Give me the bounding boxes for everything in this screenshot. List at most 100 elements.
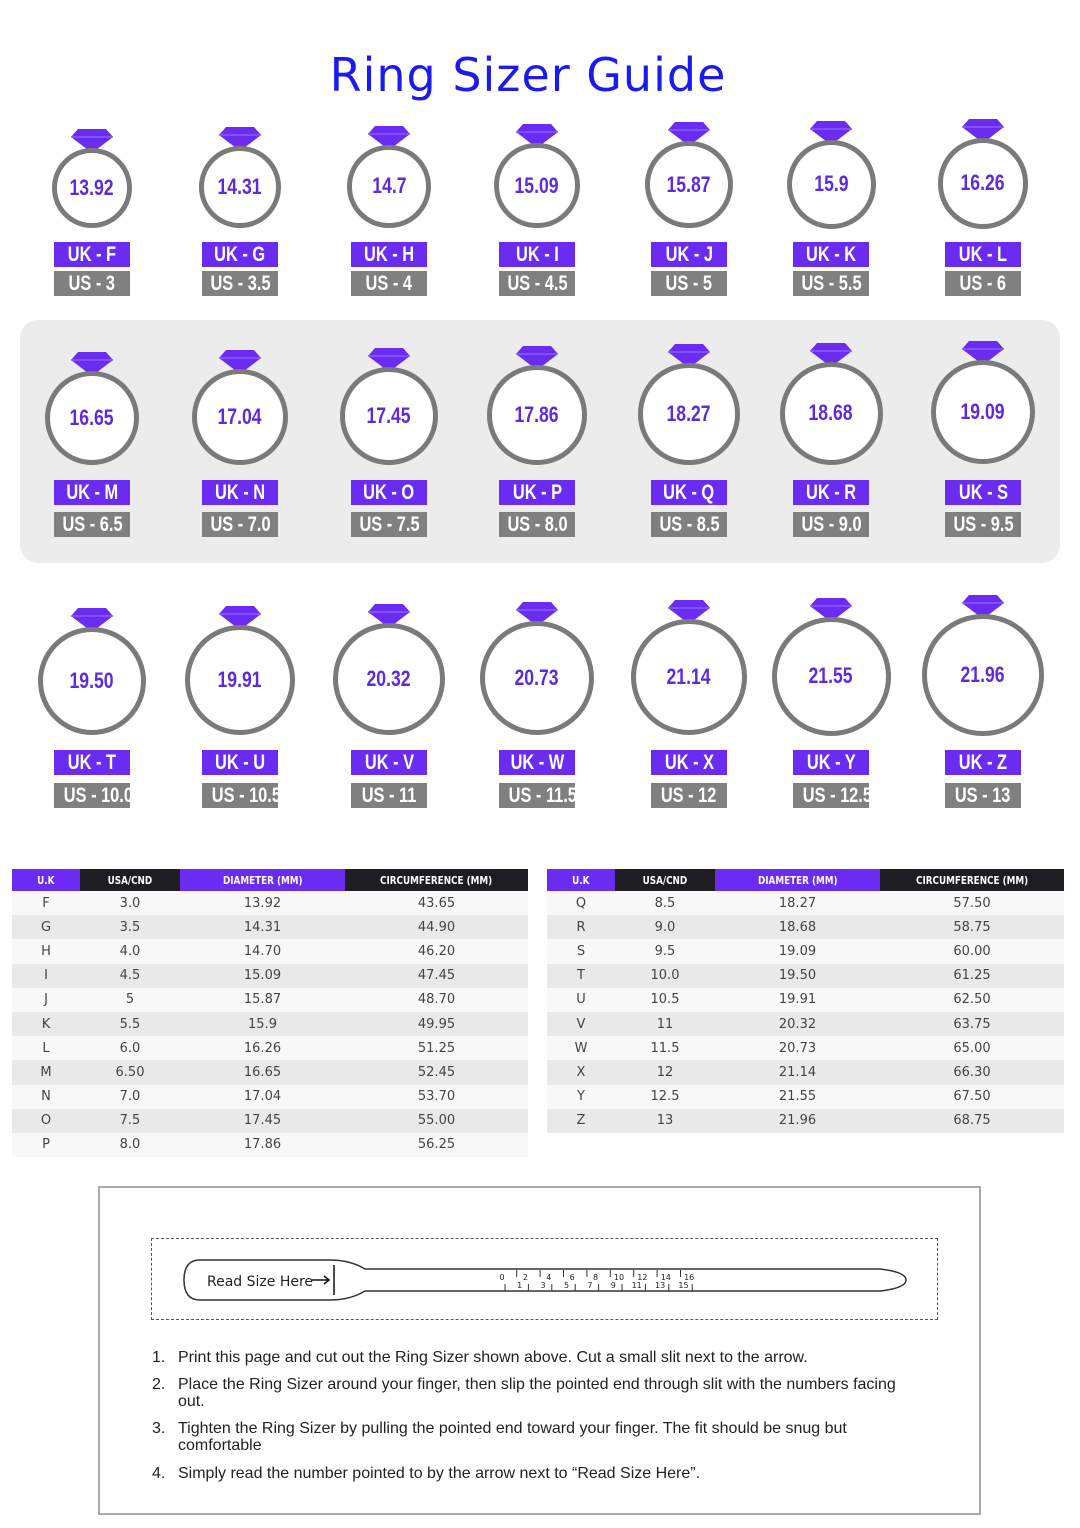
table-cell: 5 <box>80 987 180 1012</box>
read-size-label: Read Size Here <box>207 1274 313 1290</box>
ring-diameter-circle: 15.09 <box>494 142 580 229</box>
table-cell: 44.90 <box>345 915 528 940</box>
us-size-label: US - 12 <box>651 783 727 808</box>
table-cell: 66.30 <box>880 1060 1064 1085</box>
table-cell: O <box>12 1108 80 1133</box>
ring-diameter-circle: 18.27 <box>638 363 740 465</box>
ring-diameter-circle: 21.14 <box>630 618 748 736</box>
ring-diameter-value: 14.31 <box>217 174 263 200</box>
ring-diameter-value: 21.14 <box>666 663 712 689</box>
uk-size-label: UK - N <box>202 480 278 505</box>
table-row: V 11 20.32 63.75 <box>547 1011 1064 1037</box>
uk-size-label: UK - Z <box>945 750 1021 775</box>
table-cell: 47.45 <box>345 963 528 988</box>
diamond-icon <box>668 344 710 369</box>
table-cell: 15.87 <box>180 987 345 1012</box>
ruler-tick-label: 14 <box>661 1273 671 1282</box>
table-cell: 6.50 <box>80 1060 180 1085</box>
diamond-icon <box>668 599 710 624</box>
table-row: S 9.5 19.09 60.00 <box>547 939 1064 964</box>
table-cell: 11.5 <box>615 1036 715 1061</box>
us-size-label: US - 12.5 <box>793 783 872 808</box>
uk-size-label: UK - P <box>499 480 575 505</box>
table-cell: 11 <box>615 1011 715 1037</box>
ruler-tick-label: 10 <box>614 1273 624 1282</box>
table-cell: 17.04 <box>180 1084 345 1109</box>
us-size-label: US - 8.5 <box>651 512 727 537</box>
diamond-icon <box>962 340 1004 365</box>
sizer-outline <box>183 1259 907 1301</box>
step-text: Place the Ring Sizer around your finger,… <box>178 1376 896 1410</box>
table-cell: 7.5 <box>80 1108 180 1133</box>
ruler-tick-label: 2 <box>523 1273 528 1282</box>
table-row: H 4.0 14.70 46.20 <box>12 939 528 964</box>
ruler-tick-label: 16 <box>684 1273 694 1282</box>
ring-diameter-value: 17.45 <box>366 402 412 428</box>
header-usa: USA/CND <box>615 869 715 891</box>
us-size-label: US - 6.5 <box>54 512 130 537</box>
table-row: P 8.0 17.86 56.25 <box>12 1132 528 1158</box>
table-cell: 58.75 <box>880 915 1064 940</box>
step-number: 4. <box>152 1465 166 1482</box>
table-cell: Z <box>547 1108 615 1133</box>
table-cell: 68.75 <box>880 1108 1064 1133</box>
table-cell: N <box>12 1084 80 1109</box>
uk-size-label: UK - W <box>499 750 575 775</box>
ruler-tick-label: 15 <box>678 1281 688 1290</box>
table-cell: 46.20 <box>345 939 528 964</box>
ruler-tick-label: 0 <box>499 1273 504 1282</box>
ring-diameter-circle: 15.87 <box>645 141 733 229</box>
size-table-right: U.K USA/CND DIAMETER (MM) CIRCUMFERENCE … <box>547 869 1064 1133</box>
diamond-icon <box>71 352 113 376</box>
size-table-left: U.K USA/CND DIAMETER (MM) CIRCUMFERENCE … <box>12 869 528 1158</box>
table-cell: 7.0 <box>80 1084 180 1109</box>
uk-size-label: UK - G <box>202 242 278 267</box>
diamond-icon <box>962 595 1004 620</box>
us-size-label: US - 5 <box>651 271 727 296</box>
ruler-tick-label: 3 <box>541 1281 546 1290</box>
ring-diameter-circle: 17.04 <box>192 369 288 465</box>
uk-size-label: UK - S <box>945 480 1021 505</box>
table-cell: 6.0 <box>80 1036 180 1061</box>
table-row: I 4.5 15.09 47.45 <box>12 963 528 988</box>
ring-diameter-circle: 14.31 <box>199 146 281 229</box>
header-circumference: CIRCUMFERENCE (MM) <box>345 869 528 891</box>
us-size-label: US - 4.5 <box>499 271 575 296</box>
table-cell: L <box>12 1036 80 1061</box>
ring-diameter-circle: 19.09 <box>930 359 1036 465</box>
diamond-icon <box>368 125 410 150</box>
page-title: Ring Sizer Guide <box>329 48 727 102</box>
table-cell: 5.5 <box>80 1011 180 1037</box>
header-diameter: DIAMETER (MM) <box>715 869 880 891</box>
ruler-tick-label: 5 <box>564 1281 569 1290</box>
ruler-tick-label: 1 <box>517 1281 522 1290</box>
table-cell: 14.70 <box>180 939 345 964</box>
diamond-icon <box>962 118 1004 143</box>
ring-diameter-circle: 14.7 <box>347 144 431 229</box>
uk-size-label: UK - L <box>945 242 1021 267</box>
table-cell: 20.73 <box>715 1036 880 1061</box>
step-number: 2. <box>152 1376 166 1393</box>
table-cell: 61.25 <box>880 963 1064 988</box>
diamond-icon <box>368 348 410 373</box>
table-cell: 10.0 <box>615 963 715 988</box>
step-number: 3. <box>152 1420 166 1437</box>
ring-diameter-value: 21.55 <box>808 663 854 688</box>
table-row: R 9.0 18.68 58.75 <box>547 915 1064 940</box>
table-cell: U <box>547 987 615 1012</box>
table-row: L 6.0 16.26 51.25 <box>12 1036 528 1061</box>
table-cell: 12.5 <box>615 1084 715 1109</box>
ruler-tick-label: 4 <box>546 1273 551 1282</box>
table-cell: 3.5 <box>80 915 180 940</box>
ring-diameter-circle: 20.32 <box>332 622 446 736</box>
ring-diameter-circle: 21.96 <box>922 614 1044 736</box>
us-size-label: US - 3 <box>54 271 130 296</box>
diamond-icon <box>368 603 410 628</box>
table-cell: 16.65 <box>180 1060 345 1085</box>
table-cell: 53.70 <box>345 1084 528 1109</box>
table-cell: 8.5 <box>615 891 715 916</box>
cut-line <box>151 1238 938 1320</box>
header-diameter: DIAMETER (MM) <box>180 869 345 891</box>
